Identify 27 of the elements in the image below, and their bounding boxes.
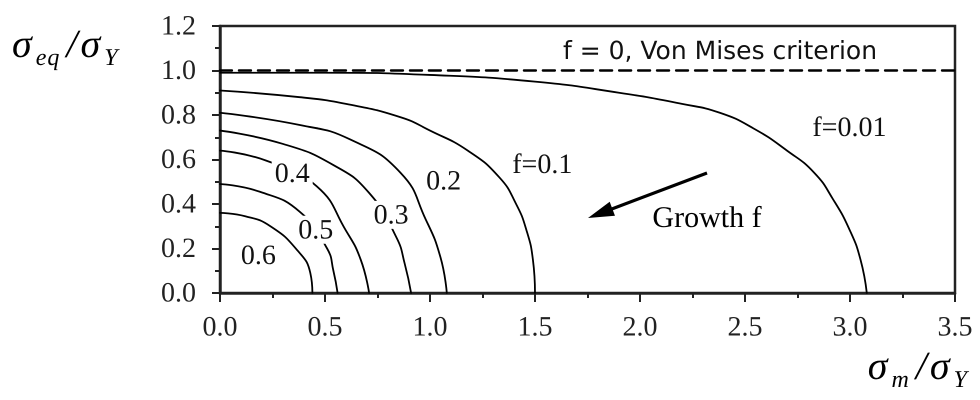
y-tick-label: 1.0 — [161, 55, 196, 86]
series-label: 0.6 — [240, 240, 276, 271]
series-label: 0.5 — [298, 214, 334, 246]
series-label: 0.4 — [274, 158, 310, 190]
x-tick-label: 0.5 — [308, 312, 342, 342]
line-series — [219, 130, 412, 294]
annotation: Growth f — [652, 200, 762, 234]
series-label: 0.2 — [426, 165, 462, 196]
y-axis-title: σ$_{eq}$/σ$_{Y}$ — [12, 21, 121, 72]
series-label: 0.3 — [374, 199, 409, 230]
y-tick-label: 1.2 — [161, 10, 196, 42]
series-label: f=0.1 — [512, 148, 572, 180]
y-tick-label: 0.6 — [161, 144, 196, 175]
y-tick-label: 0.4 — [161, 188, 196, 220]
y-tick-label: 0.0 — [161, 278, 196, 308]
x-tick-label: 2.0 — [622, 312, 658, 342]
y-tick-label: 0.8 — [161, 100, 196, 130]
x-axis-title: σ$_{m}$/σ$_{Y}$ — [868, 343, 970, 394]
x-tick-label: 0.0 — [202, 312, 238, 342]
x-tick-label: 3.5 — [938, 312, 972, 342]
x-tick-label: 2.5 — [728, 312, 762, 342]
series-label: f = 0, Von Mises criterion — [562, 36, 878, 65]
x-tick-label: 1.5 — [518, 312, 552, 342]
y-tick-label: 0.2 — [161, 233, 196, 264]
x-tick-label: 1.0 — [412, 312, 448, 342]
x-tick-label: 3.0 — [832, 312, 868, 342]
series-label: f=0.01 — [812, 112, 886, 143]
